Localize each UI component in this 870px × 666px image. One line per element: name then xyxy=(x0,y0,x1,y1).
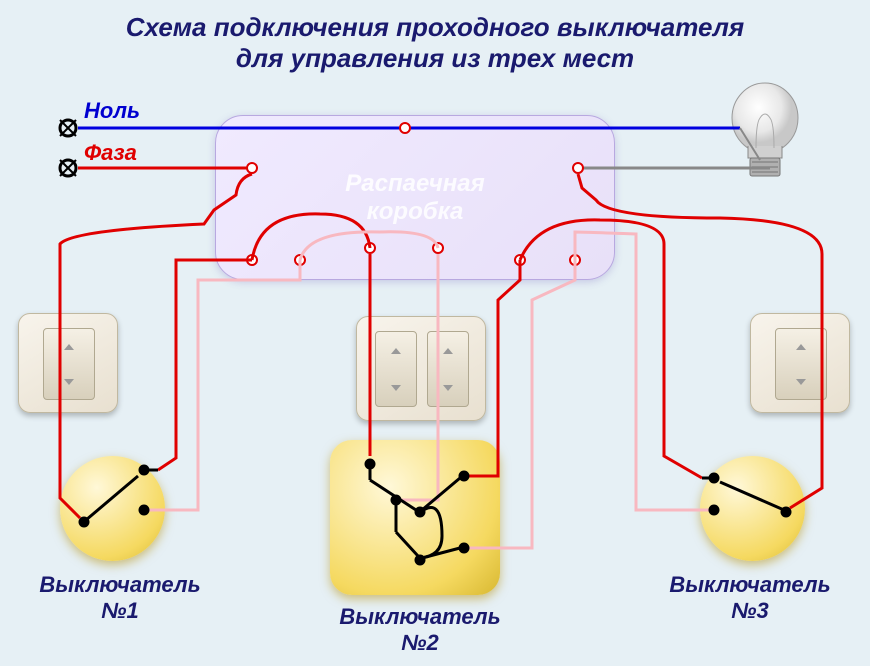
switch1-body xyxy=(18,313,118,413)
junction-box: Распаечнаякоробка xyxy=(215,115,615,280)
switch3-schematic xyxy=(700,456,805,561)
phase-label: Фаза xyxy=(84,140,137,166)
light-bulb-icon xyxy=(720,78,810,193)
switch3-body xyxy=(750,313,850,413)
title-line-1: Схема подключения проходного выключателя xyxy=(126,12,744,42)
neutral-label: Ноль xyxy=(84,98,140,124)
switch3-label: Выключатель№3 xyxy=(660,572,840,624)
switch2-schematic xyxy=(330,440,500,595)
junction-box-label: Распаечнаякоробка xyxy=(345,170,484,226)
diagram-title: Схема подключения проходного выключателя… xyxy=(0,12,870,74)
title-line-2: для управления из трех мест xyxy=(236,43,634,73)
switch1-label: Выключатель№1 xyxy=(30,572,210,624)
switch2-label: Выключатель№2 xyxy=(330,604,510,656)
switch1-schematic xyxy=(60,456,165,561)
switch2-body xyxy=(356,316,486,421)
